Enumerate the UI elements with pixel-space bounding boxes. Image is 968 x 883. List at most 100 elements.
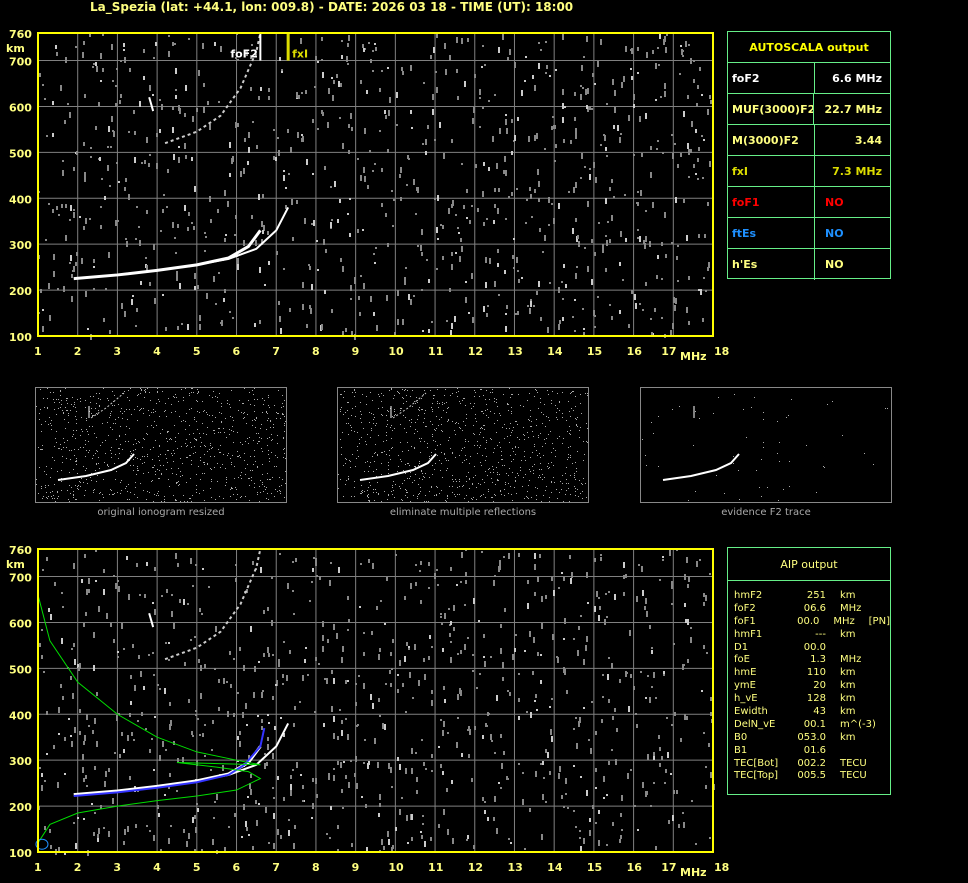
- noise-echo: [45, 239, 47, 241]
- noise-echo: [471, 778, 473, 782]
- noise-echo: [53, 495, 54, 496]
- noise-echo: [421, 289, 423, 291]
- noise-echo: [44, 98, 46, 100]
- noise-echo: [195, 452, 196, 453]
- noise-echo: [763, 442, 764, 443]
- noise-echo: [427, 443, 428, 444]
- noise-echo: [378, 394, 379, 395]
- x-tick-label: 4: [153, 345, 161, 358]
- noise-echo: [746, 437, 747, 438]
- noise-echo: [595, 768, 597, 772]
- noise-echo: [509, 388, 510, 389]
- noise-echo: [468, 472, 469, 473]
- noise-echo: [583, 838, 585, 844]
- noise-echo: [41, 424, 42, 425]
- noise-echo: [61, 400, 62, 401]
- noise-echo: [609, 239, 611, 243]
- noise-echo: [270, 421, 271, 422]
- noise-echo: [190, 478, 191, 479]
- noise-echo: [614, 90, 616, 96]
- noise-echo: [598, 840, 600, 846]
- noise-echo: [475, 392, 476, 393]
- noise-echo: [688, 500, 689, 501]
- noise-echo: [275, 455, 276, 456]
- noise-echo: [47, 398, 48, 399]
- noise-echo: [98, 457, 99, 458]
- noise-echo: [474, 466, 475, 467]
- noise-echo: [127, 499, 128, 500]
- noise-echo: [49, 829, 51, 833]
- noise-echo: [301, 92, 303, 94]
- noise-echo: [165, 749, 167, 751]
- thumbnail-caption: eliminate multiple reflections: [389, 507, 537, 518]
- noise-echo: [95, 550, 97, 552]
- noise-echo: [107, 165, 109, 171]
- noise-echo: [356, 725, 358, 727]
- noise-echo: [239, 741, 241, 747]
- aip-row: DelN_vE 00.1 m^(-3): [728, 718, 890, 731]
- noise-echo: [631, 76, 633, 80]
- noise-echo: [189, 393, 190, 394]
- noise-echo: [389, 450, 390, 451]
- noise-echo: [119, 453, 120, 454]
- noise-echo: [101, 178, 103, 180]
- noise-echo: [134, 494, 135, 495]
- noise-echo: [550, 431, 551, 432]
- noise-echo: [580, 403, 581, 404]
- x-tick-label: 7: [272, 861, 280, 874]
- noise-echo: [423, 762, 425, 766]
- noise-echo: [470, 456, 471, 457]
- noise-echo: [164, 688, 166, 694]
- noise-echo: [190, 558, 192, 564]
- noise-echo: [175, 68, 177, 74]
- noise-echo: [330, 222, 332, 228]
- noise-echo: [675, 298, 677, 304]
- noise-echo: [451, 139, 453, 143]
- noise-echo: [121, 408, 122, 409]
- noise-echo: [515, 477, 516, 478]
- noise-echo: [143, 413, 144, 414]
- noise-echo: [278, 390, 279, 391]
- noise-echo: [61, 449, 62, 450]
- noise-echo: [180, 458, 181, 459]
- noise-echo: [395, 414, 396, 415]
- noise-echo: [418, 494, 419, 495]
- noise-echo: [204, 473, 205, 474]
- noise-echo: [188, 699, 190, 703]
- noise-echo: [363, 683, 365, 689]
- noise-echo: [370, 462, 371, 463]
- noise-echo: [152, 459, 153, 460]
- noise-echo: [282, 413, 283, 414]
- noise-echo: [452, 838, 454, 844]
- noise-echo: [43, 496, 44, 497]
- noise-echo: [531, 421, 532, 422]
- noise-echo: [162, 209, 164, 213]
- noise-echo: [612, 79, 614, 85]
- noise-echo: [67, 490, 68, 491]
- noise-echo: [565, 494, 566, 495]
- noise-echo: [237, 456, 238, 457]
- noise-echo: [482, 191, 484, 197]
- noise-echo: [410, 501, 411, 502]
- noise-echo: [655, 99, 657, 101]
- noise-echo: [649, 241, 651, 247]
- noise-echo: [587, 88, 589, 94]
- noise-echo: [219, 412, 220, 413]
- noise-echo: [517, 270, 519, 272]
- noise-echo: [381, 452, 382, 453]
- noise-echo: [441, 417, 442, 418]
- noise-echo: [204, 445, 205, 446]
- noise-echo: [558, 773, 560, 779]
- noise-echo: [110, 489, 111, 490]
- noise-echo: [294, 825, 296, 829]
- noise-echo: [135, 824, 137, 828]
- noise-echo: [378, 813, 380, 817]
- noise-echo: [437, 401, 438, 402]
- noise-echo: [545, 595, 547, 599]
- noise-echo: [575, 462, 576, 463]
- noise-echo: [83, 482, 84, 483]
- noise-echo: [62, 606, 64, 608]
- noise-echo: [527, 491, 528, 492]
- noise-echo: [448, 419, 449, 420]
- noise-echo: [219, 428, 220, 429]
